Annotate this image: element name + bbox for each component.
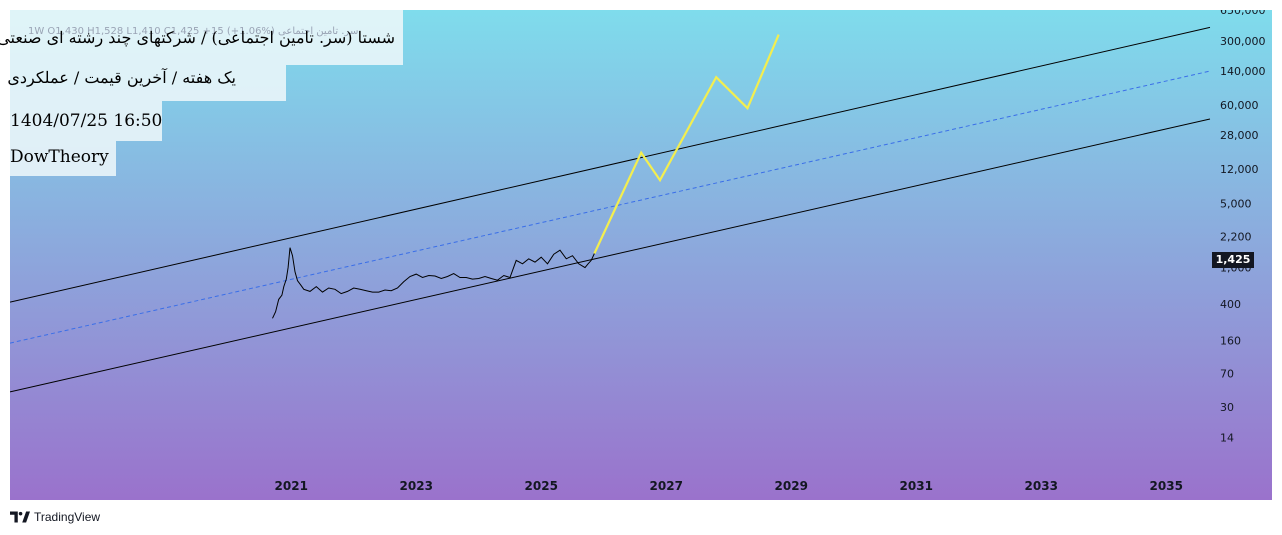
price-series[interactable]: [272, 34, 780, 319]
channel-lower-line[interactable]: [10, 118, 1211, 393]
y-tick-label: 5,000: [1220, 198, 1252, 211]
y-tick-label: 160: [1220, 335, 1241, 348]
y-tick-label: 14: [1220, 431, 1234, 444]
y-axis[interactable]: 650,000 300,000 140,000 60,000 28,000 12,000 5…: [1220, 10, 1266, 444]
title-box: سر. تامین اجتماعی 1W O1,430 H1,528 L1,41…: [0, 10, 403, 65]
chart-subtitle: یک هفته / آخرین قیمت / عملکردی: [7, 68, 236, 87]
chart-date: 1404/07/25 16:50: [10, 111, 163, 131]
x-tick-label: 2027: [650, 479, 683, 493]
date-box: 1404/07/25 16:50: [10, 101, 162, 141]
x-tick-label: 2033: [1025, 479, 1058, 493]
chart-title: شستا (سر. تامین اجتماعی) / شرکتهای چند ر…: [0, 28, 395, 47]
y-tick-label: 650,000: [1220, 10, 1266, 17]
tradingview-logo-icon: [10, 511, 30, 523]
x-axis[interactable]: 2021 2023 2025 2027 2029 2031 2033 2035: [275, 479, 1183, 493]
y-tick-label: 300,000: [1220, 35, 1266, 48]
y-tick-label: 400: [1220, 298, 1241, 311]
channel-middle-line[interactable]: [10, 70, 1211, 344]
symbol-legend: سر. تامین اجتماعی 1W O1,430 H1,528 L1,41…: [28, 26, 359, 37]
x-tick-label: 2031: [900, 479, 933, 493]
x-tick-label: 2023: [400, 479, 433, 493]
chart-author: DowTheory: [10, 147, 109, 167]
y-tick-label: 28,000: [1220, 129, 1259, 142]
last-price-badge: 1,425: [1212, 252, 1254, 268]
y-tick-label: 12,000: [1220, 163, 1259, 176]
y-tick-label: 70: [1220, 367, 1234, 380]
x-tick-label: 2021: [275, 479, 308, 493]
channel-lines[interactable]: [10, 26, 1211, 393]
channel-upper-line[interactable]: [10, 26, 1211, 303]
x-tick-label: 2035: [1150, 479, 1183, 493]
brand-footer[interactable]: TradingView: [10, 510, 100, 524]
subtitle-box: یک هفته / آخرین قیمت / عملکردی: [7, 65, 286, 101]
x-tick-label: 2029: [775, 479, 808, 493]
x-tick-label: 2025: [525, 479, 558, 493]
y-tick-label: 140,000: [1220, 65, 1266, 78]
y-tick-label: 30: [1220, 401, 1234, 414]
projection-line[interactable]: [593, 34, 780, 254]
price-line[interactable]: [272, 247, 595, 319]
y-tick-label: 60,000: [1220, 99, 1259, 112]
brand-name: TradingView: [34, 510, 101, 524]
y-tick-label: 2,200: [1220, 230, 1252, 243]
author-box: DowTheory: [10, 141, 116, 176]
